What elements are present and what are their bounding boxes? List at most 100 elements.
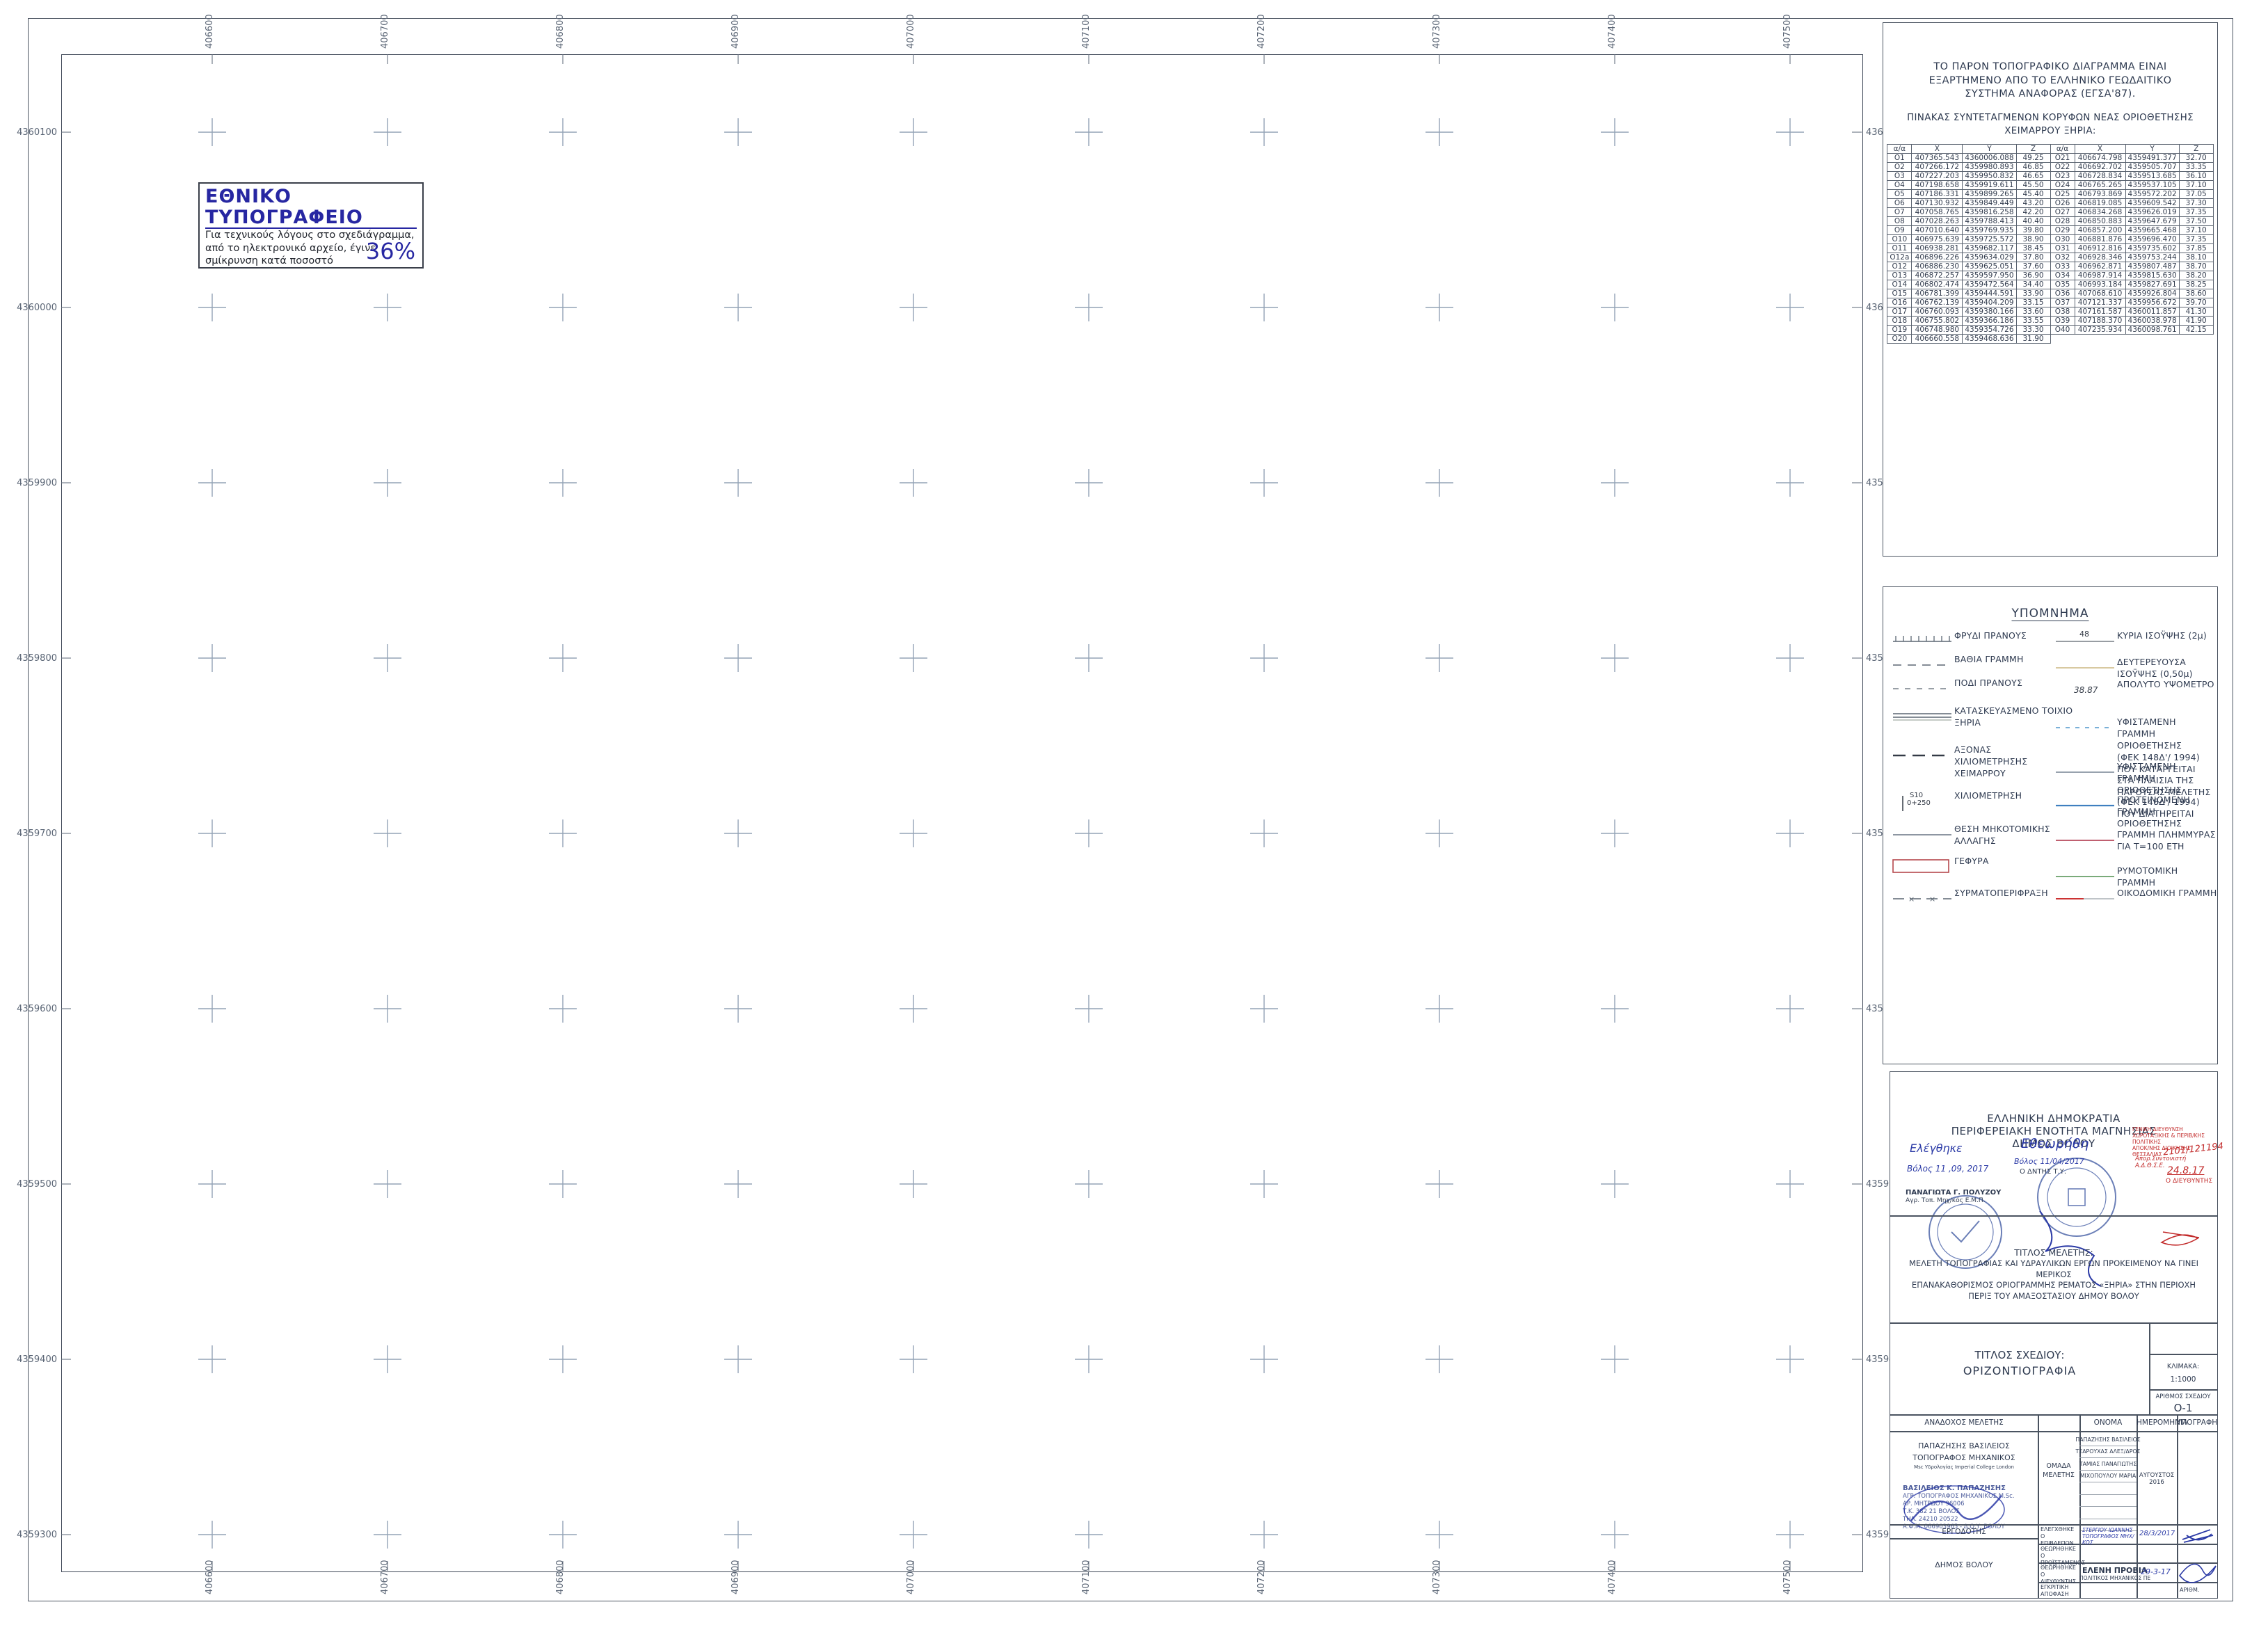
team-member: ΠΑΠΑΖΗΣΗΣ ΒΑΣΙΛΕΙΟΣ: [2075, 1434, 2141, 1446]
col-date: ΗΜΕΡΟΜΗΝΙΑ: [2137, 1418, 2188, 1427]
row-approval-label: ΕΓΚΡΙΤΙΚΗ ΑΠΟΦΑΣΗ: [2041, 1584, 2069, 1597]
coord-row: O14 406802.474 4359472.564 34.40 O35 406993.1…: [1887, 280, 2214, 290]
printing-office-title: ΕΘΝΙΚΟ ΤΥΠΟΓΡΑΦΕΙΟ: [205, 186, 417, 230]
legend-symbol-dash: [1893, 664, 1951, 666]
col-sign: ΥΠΟΓΡΑΦΗ: [2177, 1418, 2218, 1427]
row-theor2-title: ΠΟΛΙΤΙΚΟΣ ΜΗΧΑΝΙΚΟΣ ΠΕ: [2079, 1575, 2151, 1581]
svg-text:38.87: 38.87: [2074, 685, 2098, 695]
legend-item-label: ΧΙΛΙΟΜΕΤΡΗΣΗ: [1954, 790, 2022, 801]
legend-item: ΟΙΚΟΔΟΜΙΚΗ ΓΡΑΜΜΗ: [2053, 888, 2217, 902]
legend-symbol-oiko: [2056, 898, 2114, 899]
coord-row: O9 407010.640 4359769.935 39.80 O29 406857.20…: [1887, 225, 2214, 236]
svg-text:406700: 406700: [380, 1560, 390, 1594]
employer-label: ΕΡΓΟΔΟΤΗΣ: [1942, 1528, 1986, 1536]
coord-row: O4 407198.658 4359919.611 45.50 O24 406765.26…: [1887, 180, 2214, 191]
legend-item: 48 ΚΥΡΙΑ ΙΣΟΫΨΗΣ (2μ): [2053, 630, 2207, 644]
approved-role: Ο ΔΝΤΗΣ Τ.Υ.: [2020, 1168, 2067, 1176]
coord-row: O11 406938.281 4359682.117 38.45 O31 406912.8…: [1887, 243, 2214, 254]
study-title: ΜΕΛΕΤΗ ΤΟΠΟΓΡΑΦΙΑΣ ΚΑΙ ΥΔΡΑΥΛΙΚΩΝ ΕΡΓΩΝ …: [1908, 1258, 2199, 1301]
red-ref: Απορ.Συντονιστή Α.Δ.Θ.Σ.Ε.: [2135, 1155, 2187, 1169]
svg-text:×: ×: [1929, 895, 1935, 904]
approved-date: Βόλος 11/04/2017: [2014, 1157, 2084, 1166]
note-line-1: Για τεχνικούς λόγους στο σχεδιάγραμμα,: [205, 230, 415, 241]
svg-text:406900: 406900: [730, 14, 741, 49]
authority-line-1: ΕΛΛΗΝΙΚΗ ΔΗΜΟΚΡΑΤΙΑ: [1987, 1112, 2121, 1125]
legend-item-label: ΚΥΡΙΑ ΙΣΟΫΨΗΣ (2μ): [2117, 630, 2207, 641]
geo-line-3: ΣΥΣΤΗΜΑ ΑΝΑΦΟΡΑΣ (ΕΓΣΑ'87).: [1965, 88, 2136, 100]
coord-row: O2 407266.172 4359980.893 46.85 O22 406692.70…: [1887, 162, 2214, 173]
svg-text:407000: 407000: [906, 1560, 916, 1594]
drawing-label: ΤΙΤΛΟΣ ΣΧΕΔΙΟΥ:: [1974, 1349, 2065, 1361]
checked-name: ΠΑΝΑΓΙΩΤΑ Γ. ΠΟΛΥΖΟΥ: [1906, 1189, 2002, 1197]
svg-text:4359400: 4359400: [17, 1354, 57, 1365]
signature-scribble-blue: [2039, 1210, 2102, 1287]
row-approval-num: ΑΡΙΘΜ.: [2180, 1587, 2200, 1593]
legend-panel: ΥΠΟΜΝΗΜΑ ΦΡΥΔΙ ΠΡΑΝΟΥΣ ΒΑΘΙΑ ΓΡΑΜΜΗ ΠΟΔΙ Π…: [1883, 586, 2218, 1064]
legend-item-label: ΥΦΙΣΤΑΜΕΝΗ ΓΡΑΜΜΗ ΟΡΙΟΘΕΤΗΣΗΣ (ΦΕΚ 148Δ'/…: [2117, 761, 2200, 819]
employer: ΔΗΜΟΣ ΒΟΛΟΥ: [1935, 1560, 1993, 1569]
scale-value: 1:1000: [2170, 1375, 2196, 1384]
legend-item: ΓΡΑΜΜΗ ΠΛΗΜΜΥΡΑΣ ΓΙΑ Τ=100 ΕΤΗ: [2053, 829, 2217, 853]
row-theor2-label: ΘΕΩΡΗΘΗΚΕ Ο ΔΙΕΥΘΥΝΤΗΣ: [2041, 1565, 2076, 1585]
coord-row: O19 406748.980 4359354.726 33.30 O40 407235.9…: [1887, 325, 2214, 335]
coord-row: O8 407028.263 4359788.413 40.40 O28 406850.88…: [1887, 216, 2214, 227]
coord-row: O3 407227.203 4359950.832 46.65 O23 406728.83…: [1887, 171, 2214, 182]
sheet-border: [28, 18, 2233, 1601]
geo-line-1: ΤΟ ΠΑΡΟΝ ΤΟΠΟΓΡΑΦΙΚΟ ΔΙΑΓΡΑΜΜΑ ΕΙΝΑΙ: [1933, 61, 2167, 72]
note-line-3: σμίκρυνση κατά ποσοστό: [205, 255, 334, 266]
study-label: ΤΙΤΛΟΣ ΜΕΛΕΤΗΣ:: [2014, 1247, 2093, 1258]
row-theor1-label: ΘΕΩΡΗΘΗΚΕ Ο ΠΡΟΪΣΤΑΜΕΝΟΣ: [2041, 1546, 2086, 1566]
legend-item: ΘΕΣΗ ΜΗΚΟΤΟΜΙΚΗΣ ΑΛΛΑΓΗΣ: [1890, 824, 2050, 847]
legend-item-label: ΓΡΑΜΜΗ ΠΛΗΜΜΥΡΑΣ ΓΙΑ Τ=100 ΕΤΗ: [2117, 829, 2216, 851]
svg-text:406800: 406800: [555, 1560, 566, 1594]
svg-text:407100: 407100: [1081, 14, 1092, 49]
svg-text:406900: 406900: [730, 1560, 741, 1594]
svg-text:406700: 406700: [380, 14, 390, 49]
svg-text:×: ×: [1908, 895, 1915, 904]
legend-item-label: ΥΦΙΣΤΑΜΕΝΗ ΓΡΑΜΜΗ ΟΡΙΟΘΕΤΗΣΗΣ (ΦΕΚ 148Δ'/…: [2117, 717, 2211, 798]
coord-row: O7 407058.765 4359816.258 42.20 O27 406834.26…: [1887, 207, 2214, 218]
coord-row: O5 407186.331 4359899.265 45.40 O25 406793.86…: [1887, 189, 2214, 200]
legend-item-label: ΠΟΔΙ ΠΡΑΝΟΥΣ: [1954, 678, 2023, 688]
map-content: [198, 118, 1804, 1549]
legend-item-label: ΦΡΥΔΙ ΠΡΑΝΟΥΣ: [1954, 630, 2027, 641]
legend-item: ΠΟΔΙ ΠΡΑΝΟΥΣ: [1890, 678, 2022, 691]
svg-text:407500: 407500: [1782, 1560, 1793, 1594]
red-office-block: ΓΕΝΙΚΗ ΔΙΕΥΘΥΝΣΗ ΧΩΡΟΤΑΞΙΚΗΣ & ΠΕΡΙΒ/ΚΗΣ…: [2132, 1126, 2205, 1158]
contractor-label: ΑΝΑΔΟΧΟΣ ΜΕΛΕΤΗΣ: [1924, 1418, 2004, 1427]
legend-symbol-flood: [2056, 840, 2114, 841]
checked-hand: Ελέγθηκε: [1910, 1142, 1963, 1155]
reduction-percent: 36%: [365, 238, 415, 264]
svg-text:4359800: 4359800: [17, 653, 57, 664]
legend-item-label: ΠΡΟΤΕΙΝΟΜΕΝΗ ΓΡΑΜΜΗ ΟΡΙΟΘΕΤΗΣΗΣ: [2117, 794, 2191, 829]
authority-line-2: ΠΕΡΙΦΕΡΕΙΑΚΗ ΕΝΟΤΗΤΑ ΜΑΓΝΗΣΙΑΣ: [1951, 1125, 2157, 1137]
team-member: [2079, 1495, 2137, 1507]
svg-text:0+250: 0+250: [1907, 799, 1931, 807]
legend-symbol-contminor: [2056, 667, 2114, 669]
legend-item-label: ΘΕΣΗ ΜΗΚΟΤΟΜΙΚΗΣ ΑΛΛΑΓΗΣ: [1954, 824, 2050, 846]
legend-item-label: ΑΞΟΝΑΣ ΧΙΛΙΟΜΕΤΡΗΣΗΣ ΧΕΙΜΑΡΡΟΥ: [1954, 744, 2028, 778]
red-date: 24.8.17: [2167, 1165, 2205, 1176]
grid-crosses: [198, 118, 1804, 1549]
legend-item-label: ΚΑΤΑΣΚΕΥΑΣΜΕΝΟ ΤΟΙΧΙΟ ΞΗΡΙΑ: [1954, 705, 2073, 728]
legend-item: S10 0+250 ΧΙΛΙΟΜΕΤΡΗΣΗ: [1890, 790, 2022, 811]
legend-symbol-contmajor: 48: [2056, 630, 2114, 642]
svg-text:407400: 407400: [1607, 14, 1618, 49]
team-member: [2079, 1519, 2137, 1531]
legend-item: ΚΑΤΑΣΚΕΥΑΣΜΕΝΟ ΤΟΙΧΙΟ ΞΗΡΙΑ: [1890, 705, 2073, 729]
svg-text:407100: 407100: [1081, 1560, 1092, 1594]
grid-labels: 4360100436010043600004360000435990043599…: [17, 14, 1906, 1594]
team-member: [2079, 1482, 2137, 1495]
red-role: Ο ΔΙΕΥΘΥΝΤΗΣ: [2166, 1178, 2213, 1185]
svg-text:4360000: 4360000: [17, 303, 57, 313]
row-checked-hand: ΣΤΕΡΓΙΟΥ ΙΩΑΝΝΗΣ ΤΟΠΟΓΡΑΦΟΣ ΜΗΧ/ΚΟΣ: [2082, 1527, 2134, 1546]
svg-text:407500: 407500: [1782, 14, 1793, 49]
coord-row: O20 406660.558 4359468.636 31.90: [1887, 334, 2213, 344]
svg-text:407300: 407300: [1432, 14, 1442, 49]
legend-symbol-bridge: [1892, 859, 1949, 873]
legend-item: ΠΡΟΤΕΙΝΟΜΕΝΗ ΓΡΑΜΜΗ ΟΡΙΟΘΕΤΗΣΗΣ: [2053, 794, 2217, 830]
